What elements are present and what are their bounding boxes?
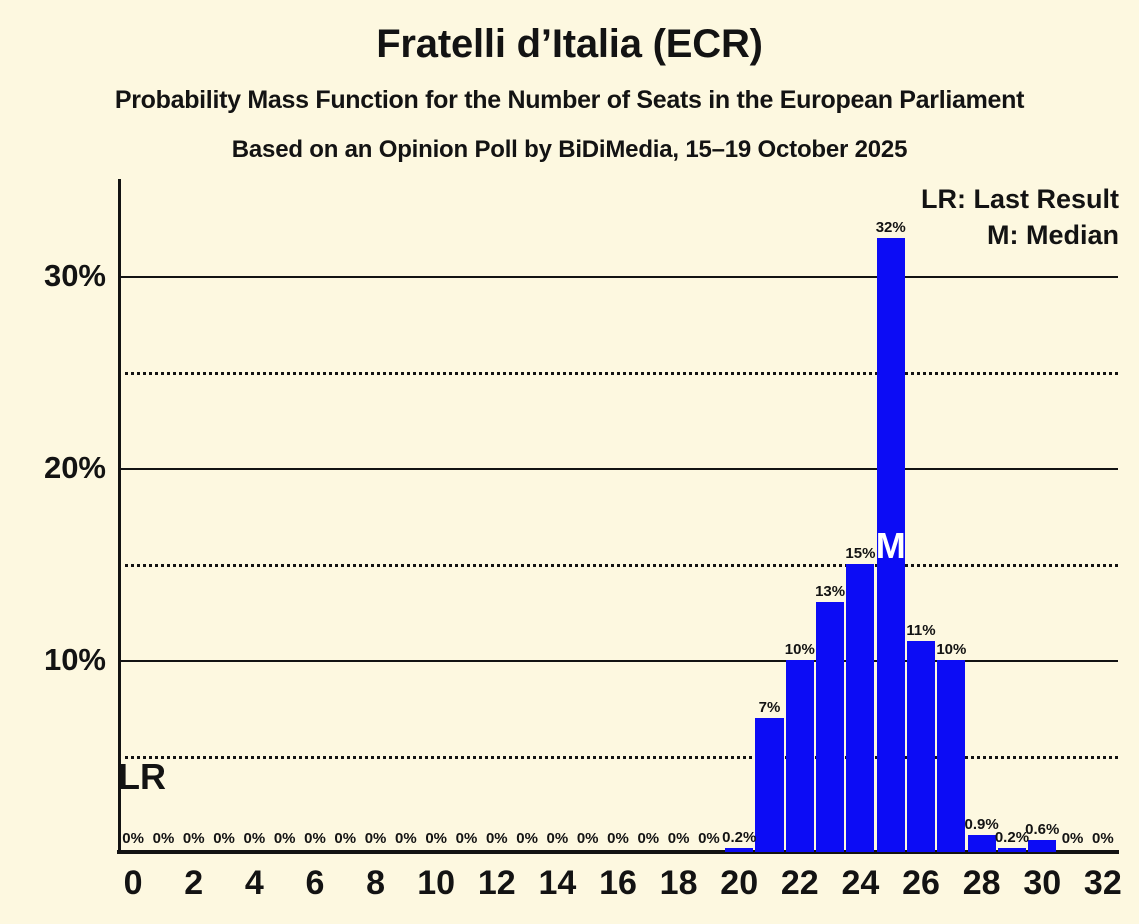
bar-value-label: 0%	[455, 830, 478, 847]
bar-value-label: 0%	[395, 830, 417, 847]
bar-value-label: 0%	[516, 830, 538, 847]
y-axis-line	[118, 179, 121, 853]
legend-item-median: M: Median	[987, 219, 1119, 250]
bar	[937, 660, 966, 852]
bar-value-label: 0%	[182, 830, 205, 847]
x-axis-tick-label: 22	[780, 864, 819, 902]
gridline-major	[118, 660, 1118, 662]
x-axis-tick-label: 2	[184, 864, 204, 902]
last-result-marker: LR	[118, 756, 166, 797]
x-axis-tick-label: 10	[417, 864, 456, 902]
gridline-minor	[118, 372, 1118, 375]
x-axis-tick-label: 30	[1023, 864, 1062, 902]
y-axis-tick-label: 20%	[43, 450, 106, 485]
bar-value-label: 10%	[784, 641, 815, 658]
bar	[755, 717, 784, 852]
bar-value-label: 0%	[607, 830, 629, 847]
bar	[876, 237, 905, 852]
bar-value-label: 13%	[815, 583, 846, 601]
bar-value-label: 0%	[334, 830, 357, 847]
bar-value-label: 0%	[304, 830, 326, 847]
gridline-minor	[118, 756, 1118, 759]
bar	[997, 848, 1026, 852]
chart-subtitle-primary: Probability Mass Function for the Number…	[114, 86, 1025, 114]
x-axis-tick-label: 28	[962, 864, 1001, 902]
bar	[816, 602, 845, 852]
bar-value-label: 0%	[1061, 830, 1084, 847]
copyright-notice: © 2025 Filip van Laenen	[1127, 0, 1137, 6]
x-axis-tick-label: 12	[477, 864, 516, 902]
bar	[967, 834, 996, 852]
bar	[1028, 840, 1057, 852]
chart-subtitle-source: Based on an Opinion Poll by BiDiMedia, 1…	[231, 136, 908, 163]
bar-value-label: 0.2%	[722, 829, 757, 847]
gridline-minor	[118, 564, 1118, 567]
x-axis-tick-label: 32	[1083, 864, 1122, 902]
bar-value-label: 0%	[667, 830, 690, 847]
bar-value-label: 32%	[875, 218, 906, 236]
bar-value-label: 0%	[213, 830, 235, 847]
x-axis-tick-label: 8	[366, 864, 386, 902]
gridline-major	[118, 276, 1118, 278]
bar-value-label: 7%	[758, 698, 781, 716]
bar-value-label: 0%	[122, 830, 144, 847]
bar-value-label: 0%	[273, 830, 296, 847]
x-axis-tick-label: 16	[599, 864, 637, 902]
y-axis-tick-labels: 10% 20% 30%	[0, 180, 118, 852]
bar	[846, 564, 875, 852]
x-axis-tick-label: 0	[123, 864, 143, 902]
page-title: Fratelli d’Italia (ECR)	[376, 22, 763, 66]
plot-area: 0% 0% 0% 0% 0% 0% 0% 0% 0% 0% 0% 0% 0% 0% 0% 0% 0% 0% 0% 0%…	[118, 180, 1118, 852]
bar-value-label: 0.6%	[1025, 821, 1060, 839]
y-axis-tick-label: 30%	[43, 258, 106, 293]
gridline-major	[118, 468, 1118, 470]
bar-value-label: 0%	[1092, 830, 1114, 847]
bar-value-label: 0%	[637, 830, 660, 847]
bar	[906, 640, 936, 852]
x-axis-tick-label: 6	[305, 864, 325, 902]
x-axis-line	[117, 850, 1119, 854]
bar-value-label: 0%	[425, 830, 448, 847]
x-axis-tick-label: 18	[659, 864, 698, 902]
median-marker: M	[875, 525, 906, 566]
bar-value-label: 11%	[906, 621, 936, 639]
bar-value-label: 10%	[936, 641, 967, 658]
bar-value-label: 15%	[845, 545, 876, 562]
bar-value-label: 0%	[364, 830, 387, 847]
bar	[725, 848, 754, 852]
bar-value-label: 0.2%	[994, 829, 1030, 847]
bar-value-label: 0%	[546, 830, 569, 847]
bar-value-label: 0.9%	[964, 815, 999, 833]
x-axis-tick-label: 24	[841, 864, 880, 902]
x-axis-tick-label: 14	[538, 864, 577, 902]
bar-value-label: 0%	[698, 830, 720, 847]
x-axis-tick-label: 26	[902, 864, 940, 902]
bar-value-label: 0%	[485, 830, 508, 847]
legend-item-last-result: LR: Last Result	[920, 184, 1119, 214]
bar-value-label: 0%	[152, 830, 175, 847]
y-axis-tick-label: 10%	[43, 642, 106, 677]
bar-value-label: 0%	[243, 830, 266, 847]
x-axis-tick-label: 20	[720, 864, 759, 902]
chart-legend: LR: Last Result M: Median	[921, 182, 1119, 254]
x-axis-tick-label: 4	[244, 864, 264, 902]
bar-value-label: 0%	[576, 830, 599, 847]
bar	[785, 660, 814, 852]
x-axis-tick-labels: 0 2 4 6 8 10 12 14 16 18 20 22 24 26 28 30 32	[118, 864, 1122, 914]
